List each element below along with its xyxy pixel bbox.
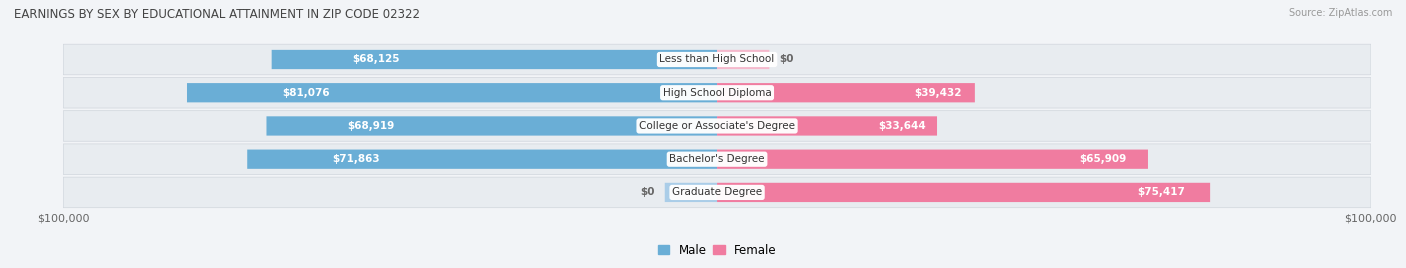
FancyBboxPatch shape: [63, 111, 1371, 141]
FancyBboxPatch shape: [63, 144, 1371, 174]
Text: $71,863: $71,863: [332, 154, 380, 164]
FancyBboxPatch shape: [717, 150, 1147, 169]
Text: Less than High School: Less than High School: [659, 54, 775, 65]
Text: $68,919: $68,919: [347, 121, 395, 131]
Text: $65,909: $65,909: [1080, 154, 1126, 164]
FancyBboxPatch shape: [63, 44, 1371, 75]
Text: $81,076: $81,076: [283, 88, 330, 98]
FancyBboxPatch shape: [717, 183, 1211, 202]
FancyBboxPatch shape: [63, 177, 1371, 208]
Text: $0: $0: [641, 187, 655, 198]
Text: College or Associate's Degree: College or Associate's Degree: [640, 121, 794, 131]
FancyBboxPatch shape: [665, 183, 717, 202]
Text: Source: ZipAtlas.com: Source: ZipAtlas.com: [1288, 8, 1392, 18]
FancyBboxPatch shape: [271, 50, 717, 69]
FancyBboxPatch shape: [717, 116, 936, 136]
FancyBboxPatch shape: [247, 150, 717, 169]
Text: Graduate Degree: Graduate Degree: [672, 187, 762, 198]
Text: $33,644: $33,644: [879, 121, 927, 131]
FancyBboxPatch shape: [717, 50, 769, 69]
Text: $68,125: $68,125: [352, 54, 399, 65]
FancyBboxPatch shape: [717, 83, 974, 102]
Text: Bachelor's Degree: Bachelor's Degree: [669, 154, 765, 164]
Text: $39,432: $39,432: [914, 88, 962, 98]
Text: EARNINGS BY SEX BY EDUCATIONAL ATTAINMENT IN ZIP CODE 02322: EARNINGS BY SEX BY EDUCATIONAL ATTAINMEN…: [14, 8, 420, 21]
FancyBboxPatch shape: [187, 83, 717, 102]
Text: $0: $0: [779, 54, 793, 65]
Legend: Male, Female: Male, Female: [652, 239, 782, 261]
Text: $75,417: $75,417: [1137, 187, 1185, 198]
FancyBboxPatch shape: [63, 77, 1371, 108]
FancyBboxPatch shape: [267, 116, 717, 136]
Text: High School Diploma: High School Diploma: [662, 88, 772, 98]
